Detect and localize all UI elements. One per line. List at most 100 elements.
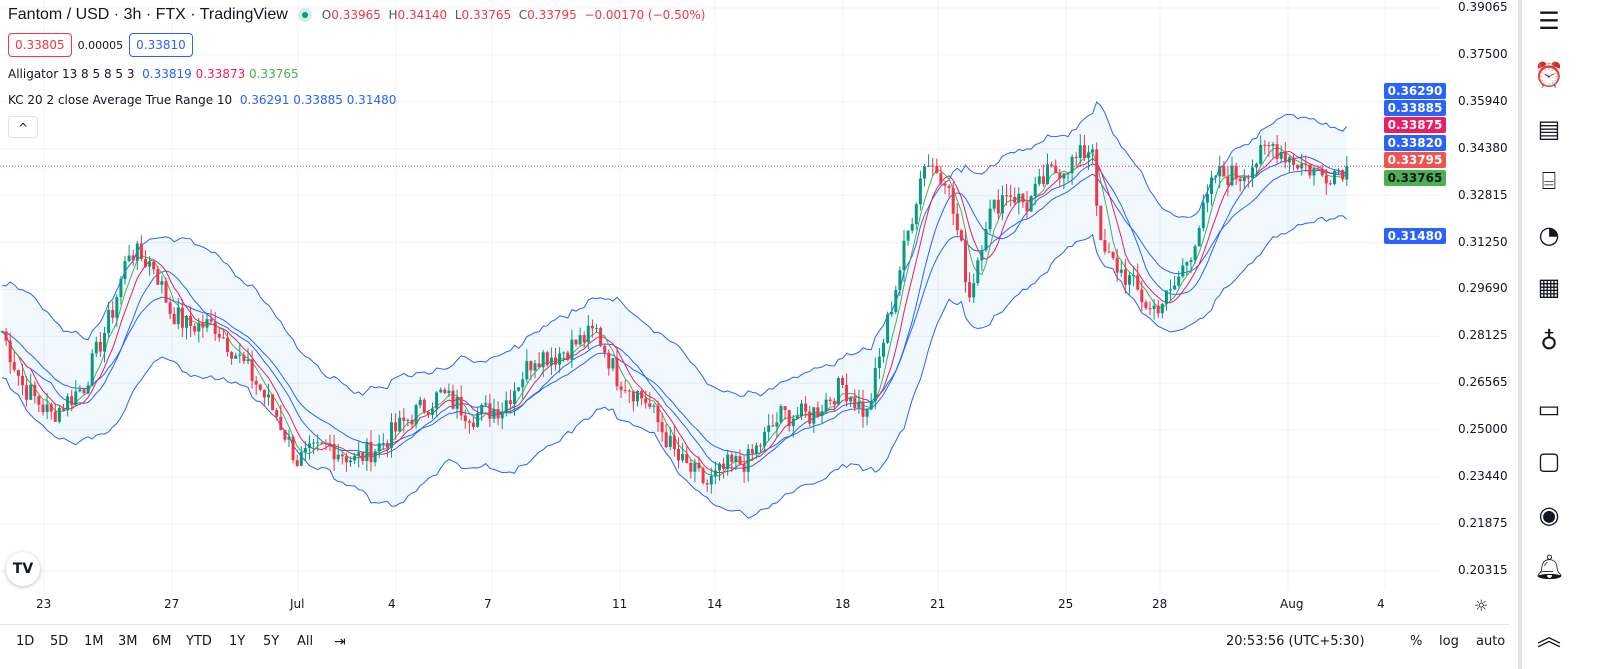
price-axis-label: 0.29690 [1458,281,1508,296]
streams-icon[interactable]: ◉ [1538,501,1560,529]
candle-body [841,378,844,385]
screener-icon[interactable]: ⌸ [1541,167,1557,195]
range-button-ytd[interactable]: YTD [186,634,212,649]
range-button-all[interactable]: All [297,634,314,649]
collapse-legend-button[interactable]: ^ [8,116,38,138]
auto-toggle[interactable]: auto [1476,634,1506,649]
candle-body [472,422,475,427]
candle-body [951,188,955,214]
clock[interactable]: 20:53:56 (UTC+5:30) [1226,634,1365,649]
hotlist-icon[interactable]: ◔ [1538,221,1560,249]
candle-body [230,352,234,359]
candle-body [984,229,988,251]
candle-body [258,384,262,390]
candle-body [787,410,791,427]
candle-body [869,401,873,410]
candle-body [611,358,615,369]
price-chart[interactable] [0,0,1510,624]
candle-body [1300,163,1304,169]
candle-body [238,354,242,356]
candle-body [1177,276,1181,286]
candle-body [12,362,16,370]
candle-body [373,451,377,463]
candle-body [267,394,270,398]
candle-body [1275,144,1279,159]
candle-body [640,391,644,399]
candle-body [82,389,86,394]
candle-body [701,468,705,484]
candle-body [131,255,135,261]
candle-body [521,379,525,388]
candle-body [1218,166,1222,177]
candle-body [853,398,857,408]
range-button-6m[interactable]: 6M [152,634,172,649]
candle-body [959,230,963,241]
candle-body [37,396,41,405]
range-button-3m[interactable]: 3M [118,634,138,649]
candle-body [398,417,402,432]
candle-body [1046,164,1049,184]
candle-body [308,443,311,449]
calendar-icon[interactable]: ▦ [1537,273,1561,301]
sell-price-button[interactable]: 0.33805 [8,33,72,57]
chats-icon[interactable]: ▭ [1537,395,1561,423]
candle-body [1201,202,1205,229]
candle-body [726,454,730,469]
candle-body [1152,305,1156,309]
candle-body [316,442,320,444]
time-axis-label: 25 [1058,597,1074,611]
candle-body [336,454,340,460]
range-button-1d[interactable]: 1D [16,634,35,649]
tradingview-logo[interactable]: TV [6,552,40,586]
symbol-title[interactable]: Fantom / USD · 3h · FTX · TradingView [8,6,288,23]
candle-body [927,165,931,167]
candle-body [1255,163,1259,168]
collapse-panel-icon[interactable]: ︽ [1537,623,1561,651]
candle-body [668,435,672,448]
candle-body [1115,258,1119,273]
news-icon[interactable]: ▤ [1537,115,1561,143]
candle-body [554,357,557,365]
settings-icon[interactable]: ☼ [1474,596,1489,615]
candle-body [295,460,299,466]
range-button-5y[interactable]: 5Y [263,634,280,649]
range-button-1m[interactable]: 1M [84,634,104,649]
chat-icon[interactable]: ▢ [1537,447,1561,475]
candle-body [1091,149,1095,153]
candle-body [291,436,295,461]
candle-body [242,354,246,362]
candle-body [447,390,451,394]
alarm-clock-icon[interactable]: ⏰ [1534,61,1564,89]
candle-body [1210,177,1213,195]
candle-body [57,407,61,422]
log-toggle[interactable]: log [1439,634,1459,649]
candle-body [1242,177,1246,182]
candle-body [213,321,217,335]
kc-lower-line [1,215,1348,519]
notifications-bell-icon[interactable]: 🔔︎ [1534,553,1565,581]
candle-body [882,342,885,357]
candle-body [1324,175,1328,184]
time-axis-label: 18 [835,597,851,611]
candle-body [1099,205,1103,241]
range-button-1y[interactable]: 1Y [229,634,246,649]
candle-body [377,443,381,452]
candle-body [1328,183,1332,185]
candle-body [898,270,902,290]
candle-body [66,396,70,411]
candle-body [480,404,484,414]
candle-body [996,199,1000,214]
buy-price-button[interactable]: 0.33810 [129,33,193,57]
range-button-5d[interactable]: 5D [50,634,69,649]
watchlist-icon[interactable]: ☰ [1538,7,1560,35]
percent-toggle[interactable]: % [1410,634,1423,649]
candle-body [459,396,463,416]
candle-body [586,325,590,343]
candle-body [976,260,980,284]
kc-legend[interactable]: KC 20 2 close Average True Range 10 0.36… [8,93,397,107]
alligator-legend[interactable]: Alligator 13 8 5 8 5 3 0.33819 0.33873 0… [8,67,299,81]
candle-body [873,368,877,402]
candle-body [935,165,939,174]
ideas-icon[interactable]: ♁ [1540,327,1558,355]
date-range-icon[interactable]: ⇥ [334,634,346,650]
